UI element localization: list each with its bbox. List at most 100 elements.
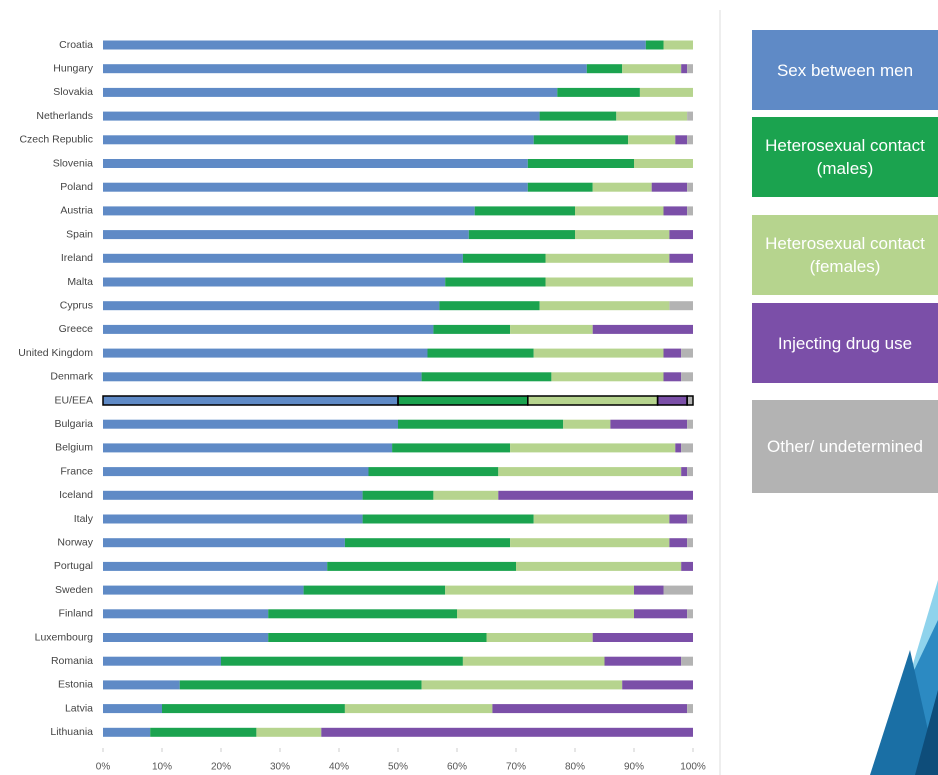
bar-segment: [545, 253, 670, 263]
bar-segment: [687, 135, 693, 145]
bar-segment: [669, 230, 693, 240]
y-tick-label: Luxembourg: [35, 631, 94, 643]
legend-entry: Heterosexual contact (females): [752, 215, 938, 295]
bar-segment: [427, 348, 534, 358]
bar-segment: [681, 467, 688, 477]
y-tick-label: Estonia: [58, 679, 93, 691]
bar-segment: [687, 704, 693, 714]
bar-segment: [103, 348, 428, 358]
x-tick-label: 70%: [506, 762, 526, 773]
bar-segment: [663, 40, 693, 50]
x-tick-label: 30%: [270, 762, 290, 773]
bar-segment: [103, 704, 162, 714]
x-tick-label: 40%: [329, 762, 349, 773]
bar-segment: [392, 443, 511, 453]
y-tick-label: Bulgaria: [54, 418, 93, 430]
bar-segment: [398, 419, 564, 429]
bar-segment: [492, 704, 688, 714]
bar-segment: [622, 680, 693, 690]
bar-segment: [150, 727, 257, 737]
bar-segment: [516, 561, 682, 571]
legend-entry: Other/ undetermined: [752, 400, 938, 493]
y-tick-label: France: [60, 465, 93, 477]
bar-segment: [545, 277, 693, 287]
y-tick-label: United Kingdom: [18, 347, 93, 359]
bar-segment: [256, 727, 322, 737]
bar-segment: [103, 633, 269, 642]
y-tick-label: Cyprus: [60, 299, 93, 311]
bar-segment: [675, 443, 682, 453]
y-tick-label: Czech Republic: [19, 134, 93, 146]
bar-segment: [663, 348, 682, 358]
legend-entry: Heterosexual contact (males): [752, 117, 938, 197]
bar-segment: [533, 135, 629, 145]
bar-segment: [468, 230, 575, 240]
bar-segment: [421, 680, 623, 690]
bar-segment: [103, 680, 180, 690]
bar-segment: [103, 159, 528, 168]
bar-segment: [687, 419, 693, 429]
y-tick-label: Norway: [57, 536, 93, 548]
bar-segment: [510, 324, 593, 334]
bar-segment: [103, 64, 587, 74]
bar-segment: [592, 182, 652, 192]
bar-segment: [669, 538, 688, 548]
y-tick-label: Netherlands: [36, 110, 93, 122]
bar-segment: [575, 230, 670, 240]
bar-segment: [527, 159, 634, 168]
x-tick-label: 10%: [152, 762, 172, 773]
bar-segment: [344, 704, 493, 714]
bar-segment: [539, 111, 617, 121]
bar-segment: [527, 182, 593, 192]
y-tick-label: Hungary: [53, 62, 93, 74]
bar-segment: [610, 419, 688, 429]
bar-segment: [268, 609, 457, 619]
bar-segment: [539, 301, 670, 311]
bar-segment: [663, 585, 693, 595]
bar-segment: [681, 443, 693, 453]
y-tick-label: Italy: [74, 513, 94, 525]
bar-segment: [622, 64, 682, 74]
legend-entry: Sex between men: [752, 30, 938, 110]
bar-segment: [103, 467, 369, 477]
y-tick-label: Slovakia: [53, 86, 93, 98]
bar-segment: [592, 324, 693, 334]
bar-segment: [639, 87, 693, 97]
x-tick-label: 100%: [680, 762, 706, 773]
bar-segment: [221, 656, 463, 666]
bar-segment: [592, 633, 693, 642]
bar-segment: [103, 514, 363, 524]
bar-segment: [103, 277, 446, 287]
bar-segment: [681, 372, 693, 382]
bar-segment: [103, 490, 363, 500]
bar-segment: [687, 396, 693, 405]
bar-segment: [103, 538, 345, 548]
bar-segment: [669, 514, 688, 524]
bar-segment: [327, 561, 516, 571]
y-tick-label: Malta: [67, 276, 93, 288]
bar-segment: [433, 324, 511, 334]
bar-segment: [681, 348, 693, 358]
y-tick-label: Austria: [60, 205, 93, 217]
bar-segment: [687, 514, 693, 524]
bar-segment: [103, 182, 528, 192]
bar-segment: [616, 111, 688, 121]
x-tick-label: 0%: [96, 762, 111, 773]
bar-segment: [103, 609, 269, 619]
bar-segment: [179, 680, 422, 690]
bar-segment: [462, 656, 605, 666]
y-tick-label: Romania: [51, 655, 93, 667]
bar-segment: [103, 324, 434, 334]
bar-segment: [527, 396, 658, 405]
bar-segment: [687, 538, 693, 548]
bar-segment: [669, 301, 693, 311]
bar-segment: [103, 656, 221, 666]
bar-segment: [103, 443, 393, 453]
bar-segment: [681, 64, 688, 74]
x-tick-label: 20%: [211, 762, 231, 773]
y-tick-label: Slovenia: [53, 157, 93, 169]
bar-segment: [103, 230, 469, 240]
bar-segment: [362, 514, 534, 524]
x-tick-label: 60%: [447, 762, 467, 773]
